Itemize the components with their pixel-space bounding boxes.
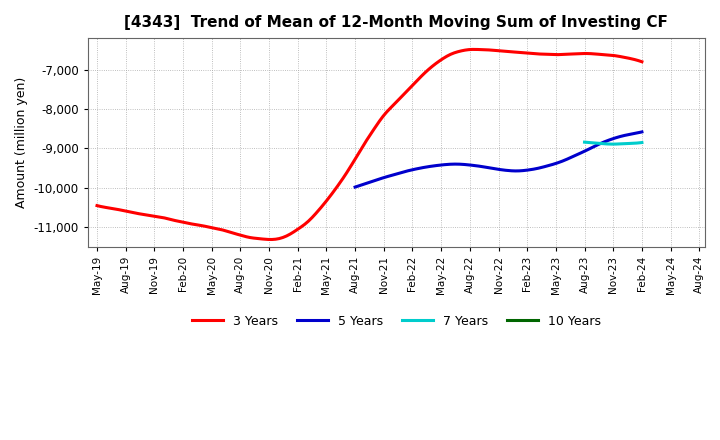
Title: [4343]  Trend of Mean of 12-Month Moving Sum of Investing CF: [4343] Trend of Mean of 12-Month Moving … [125,15,668,30]
Y-axis label: Amount (million yen): Amount (million yen) [15,77,28,208]
Legend: 3 Years, 5 Years, 7 Years, 10 Years: 3 Years, 5 Years, 7 Years, 10 Years [186,310,606,333]
